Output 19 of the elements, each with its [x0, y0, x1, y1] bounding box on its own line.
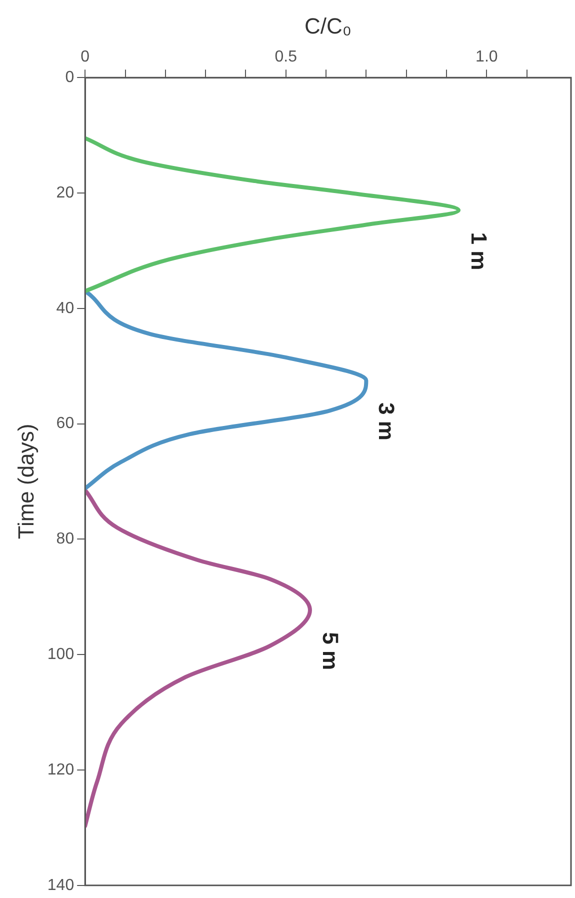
x-axis-title: C/C₀: [304, 13, 352, 38]
y-tick-label: 140: [47, 876, 74, 894]
y-tick-label: 20: [56, 184, 74, 202]
y-tick-label: 120: [47, 761, 74, 778]
y-tick-label: 100: [47, 646, 74, 664]
x-tick-label: 1.0: [476, 48, 498, 66]
text: 1 m: [466, 232, 492, 270]
y-tick-label: 80: [56, 530, 74, 548]
text: 5 m: [318, 632, 343, 670]
line-series: [85, 488, 312, 828]
y-tick-label: 60: [56, 415, 74, 432]
y-axis-title: Time (days): [13, 424, 38, 540]
line-series: [85, 289, 368, 490]
x-tick-label: 0.5: [274, 48, 298, 66]
line-series: [85, 136, 461, 294]
text: 3 m: [374, 402, 400, 440]
y-tick-label: 40: [56, 300, 74, 317]
x-tick-label: 0: [80, 48, 90, 66]
y-tick-label: 0: [65, 69, 74, 86]
